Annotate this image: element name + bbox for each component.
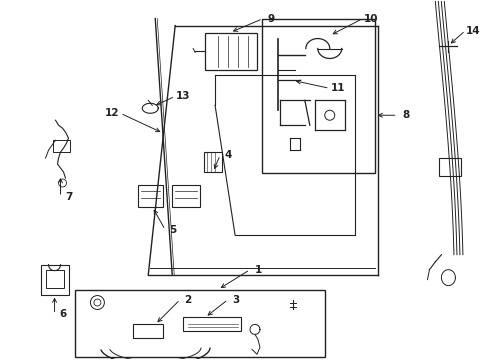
Text: 14: 14 — [465, 26, 480, 36]
Bar — [262, 19, 374, 173]
Text: 8: 8 — [401, 110, 408, 120]
Bar — [203, 152, 222, 172]
Bar — [204, 32, 256, 71]
Bar — [138, 185, 163, 207]
Circle shape — [90, 296, 104, 310]
Bar — [41, 265, 68, 294]
Text: 5: 5 — [169, 225, 177, 235]
Circle shape — [94, 299, 101, 306]
Text: 6: 6 — [59, 310, 66, 319]
Text: 10: 10 — [363, 14, 377, 24]
Bar — [183, 318, 241, 332]
Circle shape — [324, 110, 334, 120]
Bar — [133, 324, 163, 338]
Text: 7: 7 — [65, 192, 72, 202]
Text: 9: 9 — [267, 14, 274, 24]
Bar — [75, 289, 324, 357]
Bar — [45, 270, 63, 288]
Bar — [439, 158, 461, 176]
Text: 2: 2 — [184, 294, 191, 305]
Bar — [172, 185, 200, 207]
Text: 3: 3 — [232, 294, 239, 305]
Text: 11: 11 — [330, 84, 344, 93]
Bar — [52, 140, 70, 152]
Circle shape — [59, 179, 66, 187]
Text: 1: 1 — [254, 265, 261, 275]
Text: 12: 12 — [105, 108, 120, 118]
Text: 13: 13 — [176, 91, 190, 101]
Text: 4: 4 — [224, 150, 231, 160]
